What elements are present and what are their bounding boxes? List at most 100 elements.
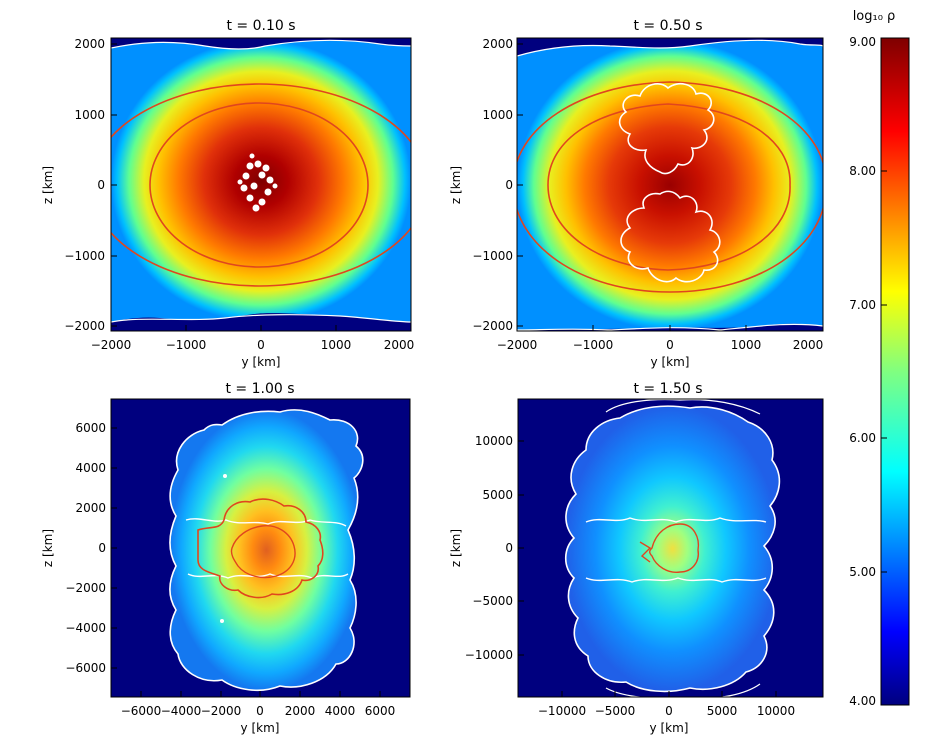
y-tick-label: 10000 [475, 434, 513, 448]
y-tick-label: 2000 [75, 501, 106, 515]
contour-outer-white [564, 405, 781, 693]
x-tick-label: −2000 [201, 704, 242, 718]
colorbar-tick-label: 4.00 [849, 694, 876, 708]
panel-title: t = 0.10 s [226, 18, 295, 34]
y-tick-label: 0 [505, 178, 513, 192]
y-tick-label: 2000 [482, 37, 513, 51]
y-tick-label: −1000 [472, 249, 513, 263]
x-axis: −2000 −1000 0 1000 2000 y [km] [91, 325, 415, 369]
x-axis-label: y [km] [242, 355, 281, 369]
y-axis-label: z [km] [41, 166, 55, 204]
x-tick-label: 2000 [384, 338, 415, 352]
colorbar-label: log₁₀ ρ [853, 9, 896, 24]
panel-title: t = 1.50 s [633, 381, 702, 397]
colorbar-tick-label: 7.00 [849, 298, 876, 312]
x-tick-label: 0 [256, 704, 264, 718]
x-tick-label: 4000 [325, 704, 356, 718]
x-tick-label: 0 [257, 338, 265, 352]
x-tick-label: −2000 [91, 338, 132, 352]
x-tick-label: 2000 [285, 704, 316, 718]
y-tick-label: 5000 [482, 488, 513, 502]
x-tick-label: 2000 [793, 338, 824, 352]
x-tick-label: −2000 [497, 338, 538, 352]
x-tick-label: −1000 [573, 338, 614, 352]
panel-t010: t = 0.10 s −2000 −1000 0 1000 [41, 18, 415, 369]
x-tick-label: −4000 [161, 704, 202, 718]
panel-title: t = 0.50 s [633, 18, 702, 34]
panel-t100: t = 1.00 s −6000 −4000 −2000 0 2000 4000… [41, 381, 411, 735]
contour-outer-red [111, 83, 411, 287]
contour-surface-top [111, 39, 411, 50]
y-tick-label: 6000 [75, 421, 106, 435]
x-tick-label: 6000 [365, 704, 396, 718]
colorbar-tick-label: 6.00 [849, 431, 876, 445]
y-tick-label: −5000 [472, 594, 513, 608]
contour-surface-bottom [111, 314, 411, 323]
x-tick-label: −6000 [121, 704, 162, 718]
colorbar-gradient [880, 37, 910, 706]
x-tick-label: 0 [665, 704, 673, 718]
contour-inner-white [185, 518, 349, 579]
contour-outer-red [197, 498, 324, 599]
x-tick-label: −1000 [166, 338, 207, 352]
y-tick-label: −6000 [65, 661, 106, 675]
colorbar-tick-label: 5.00 [849, 565, 876, 579]
y-axis: 2000 1000 0 −1000 −2000 z [km] [41, 37, 117, 333]
burning-front-lower [620, 190, 721, 283]
burning-front-upper [618, 82, 715, 175]
x-axis: −10000 −5000 0 5000 10000 y [km] [538, 691, 795, 735]
colorbar-tick-label: 8.00 [849, 164, 876, 178]
x-axis-label: y [km] [650, 721, 689, 735]
y-axis-label: z [km] [41, 529, 55, 567]
y-tick-label: 0 [98, 541, 106, 555]
y-tick-label: 2000 [74, 37, 105, 51]
y-tick-label: 0 [505, 541, 513, 555]
contour-inner-red [230, 525, 296, 579]
colorbar-tick-label: 9.00 [849, 35, 876, 49]
x-axis-label: y [km] [651, 355, 690, 369]
bubble-marker [223, 474, 227, 478]
y-tick-label: 1000 [482, 108, 513, 122]
y-axis-label: z [km] [449, 166, 463, 204]
y-tick-label: 1000 [74, 108, 105, 122]
x-tick-label: 5000 [707, 704, 738, 718]
y-tick-label: 4000 [75, 461, 106, 475]
y-axis-label: z [km] [449, 529, 463, 567]
contour-outer-white [169, 409, 364, 692]
panel-title: t = 1.00 s [225, 381, 294, 397]
y-tick-label: −2000 [65, 581, 106, 595]
panel-t050: t = 0.50 s −2000 −1000 0 1000 2000 y [km… [449, 18, 824, 369]
contour-outer-red [517, 81, 823, 293]
contour-inner-red [149, 102, 369, 268]
x-axis: −6000 −4000 −2000 0 2000 4000 6000 y [km… [121, 691, 396, 735]
star-density [169, 409, 363, 691]
x-tick-label: 1000 [731, 338, 762, 352]
x-tick-label: −10000 [538, 704, 586, 718]
bubble-marker [220, 619, 224, 623]
x-axis-label: y [km] [241, 721, 280, 735]
burning-front [237, 153, 278, 212]
y-axis: 2000 1000 0 −1000 −2000 z [km] [449, 37, 523, 333]
x-tick-label: −5000 [595, 704, 636, 718]
x-tick-label: 10000 [757, 704, 795, 718]
y-tick-label: −2000 [472, 319, 513, 333]
x-axis: −2000 −1000 0 1000 2000 y [km] [497, 325, 824, 369]
contour-inner-white [585, 517, 767, 583]
y-axis: 6000 4000 2000 0 −2000 −4000 −6000 z [km… [41, 421, 117, 675]
y-axis: 10000 5000 0 −5000 −10000 z [km] [449, 434, 524, 662]
y-tick-label: −2000 [64, 319, 105, 333]
contour-surface-top [517, 39, 823, 57]
y-tick-label: −10000 [465, 648, 513, 662]
y-tick-label: −4000 [65, 621, 106, 635]
x-tick-label: 0 [666, 338, 674, 352]
star-density [517, 40, 823, 330]
contour-inner-red [547, 103, 791, 271]
panel-t150: t = 1.50 s −10000 −5000 0 5000 10000 y [… [449, 381, 824, 735]
contour-outer-white-2 [605, 399, 761, 697]
x-tick-label: 1000 [321, 338, 352, 352]
contour-red [639, 523, 700, 573]
colorbar: log₁₀ ρ 9.00 8.00 7.00 6.00 5.00 4.00 [849, 9, 910, 708]
star-density [565, 406, 780, 692]
y-tick-label: 0 [97, 178, 105, 192]
